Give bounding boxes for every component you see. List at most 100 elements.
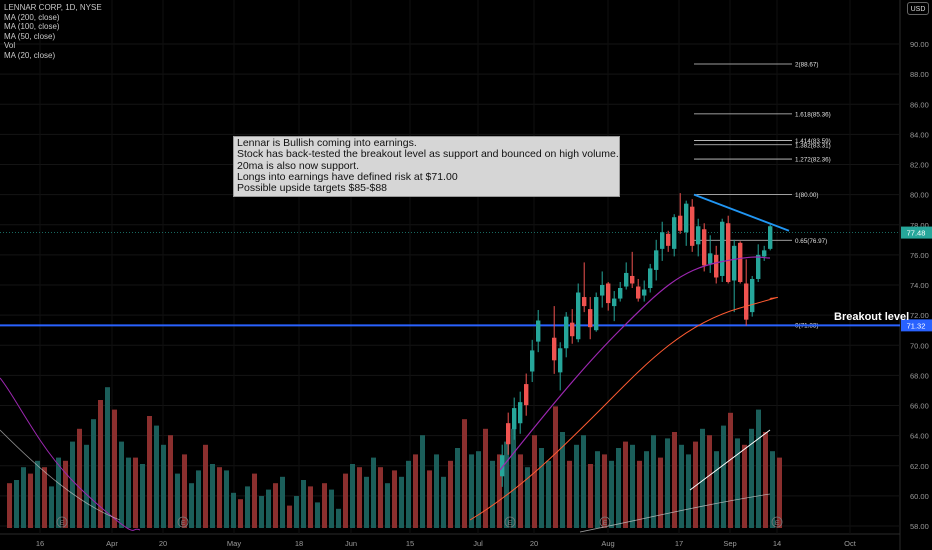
volume-bar [336, 508, 341, 528]
volume-bar [322, 483, 327, 528]
volume-bar [245, 486, 250, 528]
volume-bar [616, 448, 621, 528]
y-tick-label: 90.00 [910, 40, 929, 49]
volume-bar [14, 480, 19, 528]
volume-bar [462, 419, 467, 528]
x-tick-label: 15 [406, 539, 414, 548]
y-tick-label: 84.00 [910, 130, 929, 139]
x-tick-label: 14 [773, 539, 781, 548]
volume-bar [98, 400, 103, 528]
annotation-line-3: 20ma is also now support. [237, 159, 359, 172]
volume-bar [175, 473, 180, 528]
y-tick-label: 78.00 [910, 221, 929, 230]
y-tick-label: 68.00 [910, 371, 929, 380]
candle-body [576, 292, 581, 340]
volume-bar [217, 467, 222, 528]
volume-bar [525, 467, 530, 528]
y-tick-label: 82.00 [910, 161, 929, 170]
candle-body [696, 226, 701, 245]
volume-bar [406, 460, 411, 528]
volume-bar [84, 444, 89, 528]
volume-bar [630, 444, 635, 528]
volume-bar [308, 486, 313, 528]
candle-body [570, 322, 575, 337]
candle-body [506, 423, 511, 445]
x-tick-label: Jun [345, 539, 357, 548]
volume-bar [294, 496, 299, 528]
volume-bar [448, 460, 453, 528]
candle-body [600, 285, 605, 296]
y-tick-label: 58.00 [910, 522, 929, 531]
earnings-marker-icon [177, 516, 189, 528]
volume-bar [469, 454, 474, 528]
volume-bar [56, 457, 61, 528]
ma20-line [499, 256, 771, 471]
earnings-marker-icon [504, 516, 516, 528]
earnings-marker-glyph: E [508, 520, 513, 527]
currency-button[interactable]: USD [907, 2, 929, 15]
ma20-early-line [0, 377, 141, 531]
candle-body [612, 298, 617, 307]
annotation-line-1: Lennar is Bullish coming into earnings. [237, 137, 417, 149]
candle-body [558, 348, 563, 373]
volume-bar [504, 441, 509, 528]
x-tick-label: 18 [295, 539, 303, 548]
volume-bar [658, 457, 663, 528]
volume-bar [574, 444, 579, 528]
candle-body [512, 408, 517, 430]
x-tick-label: 17 [675, 539, 683, 548]
volume-bar [133, 457, 138, 528]
volume-bar [714, 451, 719, 528]
volume-bar [588, 464, 593, 528]
y-tick-label: 88.00 [910, 70, 929, 79]
candle-body [582, 297, 587, 307]
fib-level-label: 1.382(83.31) [795, 142, 831, 149]
volume-bar [497, 454, 502, 528]
volume-bar [266, 489, 271, 528]
candle-body [762, 250, 767, 257]
candle-body [702, 229, 707, 266]
volume-bar [49, 486, 54, 528]
volume-bar [427, 470, 432, 528]
candle-body [666, 233, 671, 246]
volume-bar [567, 460, 572, 528]
candle-body [630, 275, 635, 284]
volume-bar [315, 502, 320, 528]
y-tick-label: 60.00 [910, 492, 929, 501]
earnings-marker-glyph: E [603, 520, 608, 527]
volume-bar [273, 483, 278, 528]
volume-bar [420, 435, 425, 528]
x-tick-label: Sep [723, 539, 736, 548]
candle-body [524, 384, 529, 406]
volume-bar [553, 406, 558, 528]
volume-bar [399, 476, 404, 528]
volume-bar [168, 435, 173, 528]
breakout-label: Breakout level [834, 311, 910, 323]
volume-bar [623, 441, 628, 528]
candle-body [732, 245, 737, 281]
candle-body [624, 272, 629, 287]
earnings-marker-icon [599, 516, 611, 528]
y-tick-label: 74.00 [910, 281, 929, 290]
volume-bar [693, 441, 698, 528]
candle-body [618, 288, 623, 299]
volume-bar [343, 473, 348, 528]
volume-bar [644, 451, 649, 528]
volume-bar [231, 492, 236, 528]
volume-bar [378, 467, 383, 528]
volume-bar [189, 483, 194, 528]
candle-body [642, 289, 647, 296]
symbol-label: LENNAR CORP, 1D, NYSE [4, 3, 102, 12]
vol-ma-line [579, 493, 771, 533]
volume-bar [721, 425, 726, 528]
volume-bar [483, 428, 488, 528]
candle-body [530, 350, 535, 372]
fib-level-label: 1.272(82.36) [795, 157, 831, 164]
volume-bar [665, 438, 670, 528]
candle-body [518, 402, 523, 424]
volume-bar [28, 473, 33, 528]
volume-bar [154, 425, 159, 528]
volume-bar [63, 460, 68, 528]
volume-bar [238, 499, 243, 528]
